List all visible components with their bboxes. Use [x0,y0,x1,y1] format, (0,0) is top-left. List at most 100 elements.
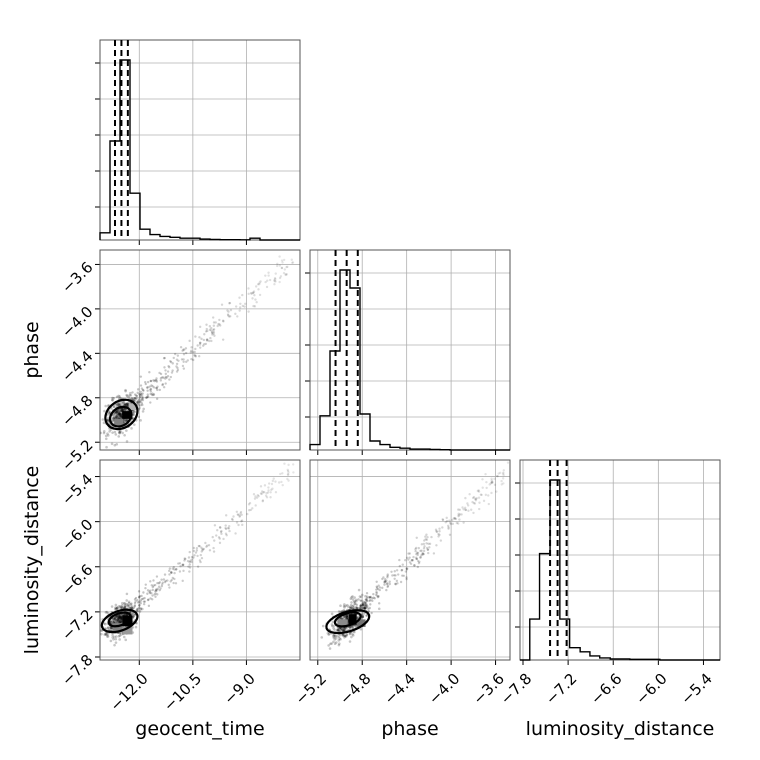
sample-point [138,393,141,396]
sample-point [106,419,110,423]
sample-point [359,604,362,607]
sample-point [134,600,137,603]
sample-point [163,573,167,576]
sample-point [338,627,341,630]
sample-point [117,616,120,619]
sample-point [224,514,228,517]
sample-point [208,549,212,552]
sample-point [109,626,113,629]
sample-point [359,604,363,608]
sample-point [106,633,110,636]
sample-point [339,628,343,632]
sample-point [126,402,129,405]
contour-level-1 [108,405,133,428]
sample-point [117,618,120,622]
sample-point [167,583,170,587]
sample-point [417,561,421,565]
sample-point [220,529,223,533]
sample-point [361,603,365,607]
sample-point [118,414,122,418]
sample-point [136,607,140,610]
sample-point [196,344,199,347]
sample-point [365,598,368,601]
sample-point [345,614,349,618]
x-tick-label: −4.8 [336,670,374,708]
sample-point [205,323,208,326]
sample-point [115,416,119,420]
sample-point [115,618,118,622]
sample-point [154,378,157,382]
sample-point [405,567,408,570]
sample-point [221,338,225,341]
sample-point [423,539,426,542]
sample-point [426,548,430,551]
sample-point [198,336,201,339]
sample-point [363,607,366,610]
sample-point [390,570,393,573]
sample-point [286,468,289,471]
sample-point [346,616,349,619]
sample-point [212,328,216,331]
sample-point [194,335,197,338]
sample-point [110,442,114,446]
sample-point [422,547,426,550]
sample-point [383,581,386,584]
sample-point [474,497,477,501]
sample-point [119,616,123,619]
sample-point [108,410,111,414]
sample-point [224,527,228,531]
sample-point [117,411,121,414]
sample-point [119,616,123,619]
sample-point [287,471,290,474]
sample-point [385,588,388,592]
panel-frame [309,459,511,661]
sample-point [114,635,118,638]
sample-point [427,542,430,545]
sample-point [476,489,480,493]
sample-point [368,606,371,610]
sample-point [128,604,131,607]
sample-point [397,573,400,576]
sample-point [435,530,438,533]
y-tick-label: −4.4 [58,347,96,385]
sample-point [231,518,234,522]
sample-point [128,393,131,397]
sample-point [330,624,334,628]
sample-point [112,637,115,641]
sample-point [219,530,223,534]
sample-point [116,618,120,621]
sample-point [175,362,179,366]
sample-point [118,431,121,435]
sample-point [490,481,494,484]
sample-point [489,482,493,485]
sample-point [415,552,418,556]
sample-point [120,402,124,405]
sample-point [107,403,110,407]
sample-point [286,469,290,473]
sample-point [445,519,449,523]
sample-point [135,394,138,397]
sample-point [181,563,184,566]
sample-point [234,532,237,535]
sample-point [136,609,140,613]
contour-level-1 [107,611,132,628]
sample-point [222,537,225,541]
sample-point [145,396,148,399]
sample-point [142,591,145,594]
sample-point [368,596,372,599]
sample-point [478,507,481,511]
sample-point [121,408,124,411]
panel-frame [99,249,301,451]
sample-point [108,411,111,415]
sample-point [188,563,192,566]
sample-point [131,612,135,615]
sample-point [202,338,206,342]
sample-point [413,564,416,567]
sample-point [141,388,145,392]
sample-point [135,397,138,400]
sample-point [138,594,141,598]
sample-point [171,362,174,365]
sample-point [118,614,121,618]
sample-point [274,491,278,494]
sample-point [260,490,264,493]
